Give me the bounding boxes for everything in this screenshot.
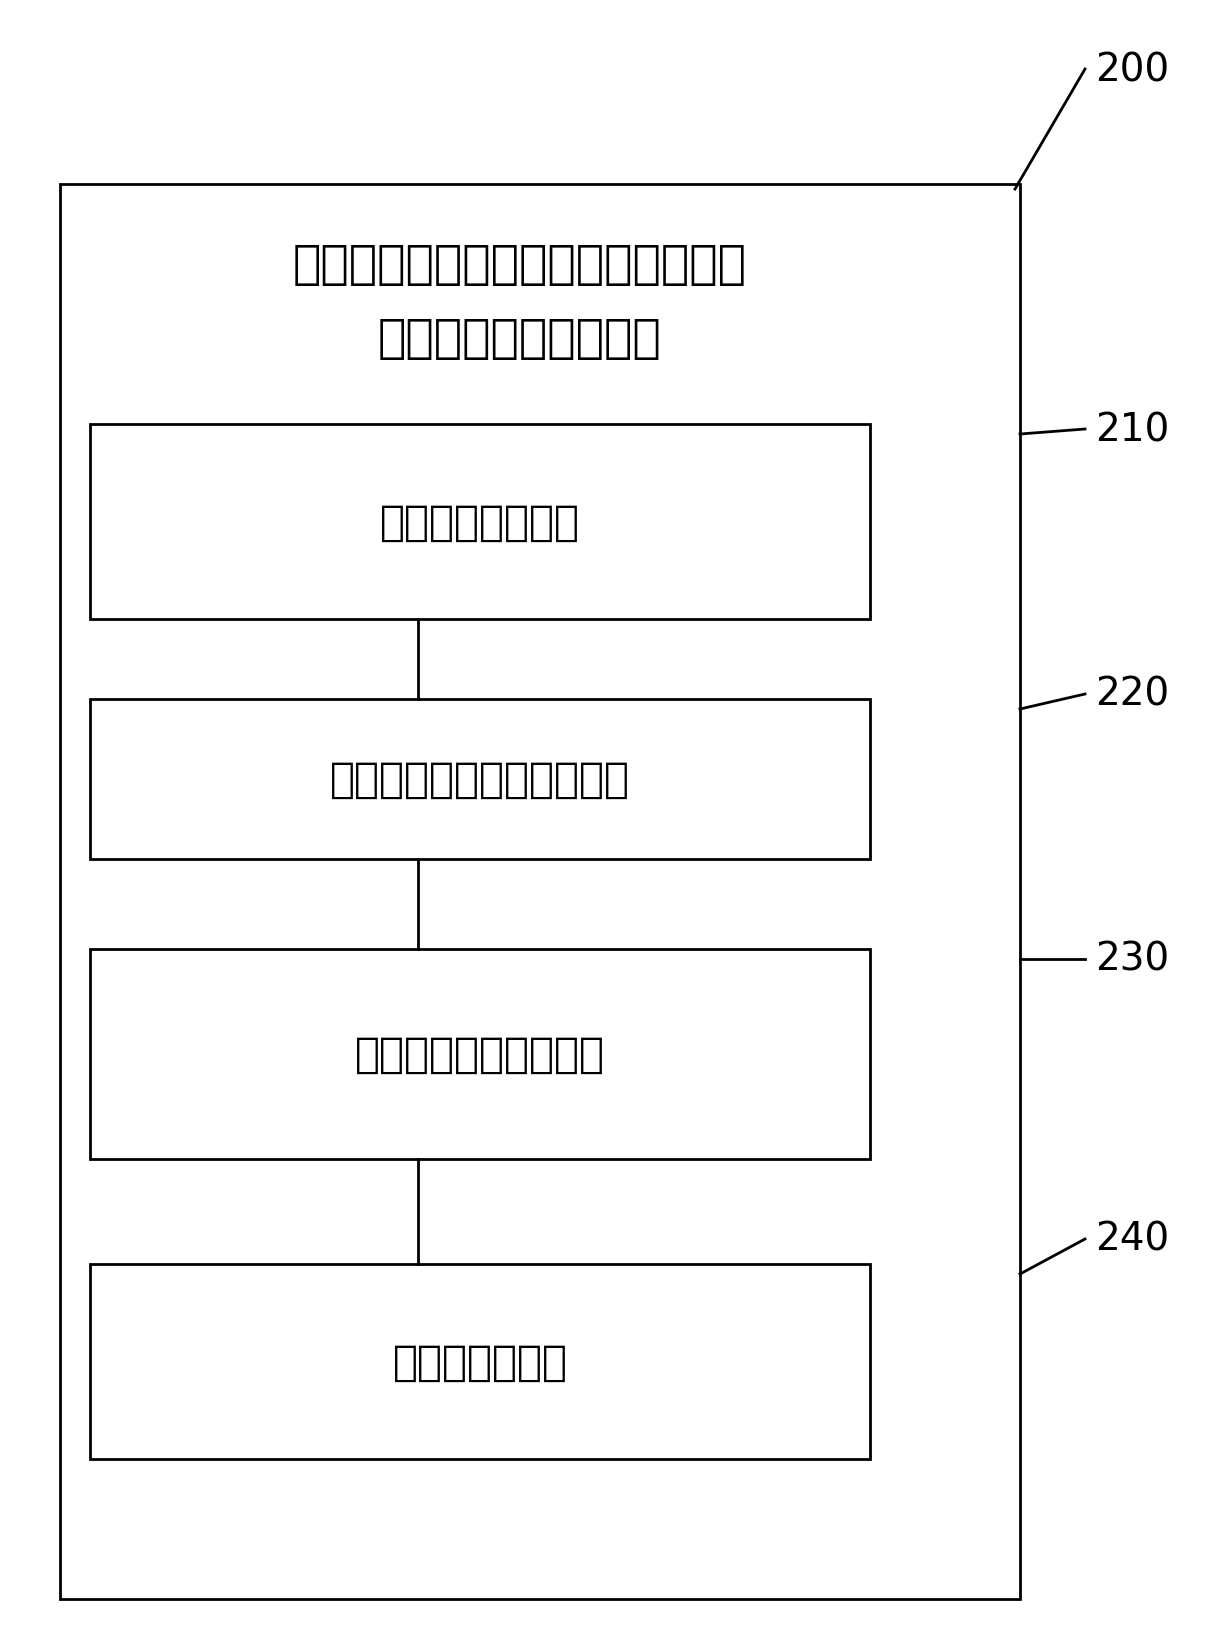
Bar bbox=[91, 425, 870, 620]
Text: 热量人工智能分析装置: 热量人工智能分析装置 bbox=[378, 318, 661, 363]
Text: 210: 210 bbox=[1095, 410, 1170, 448]
Bar bbox=[60, 185, 1020, 1599]
Text: 户内温度采集模块: 户内温度采集模块 bbox=[380, 501, 581, 544]
Text: 200: 200 bbox=[1095, 51, 1170, 89]
Text: 240: 240 bbox=[1095, 1220, 1170, 1257]
Text: 气温影响指数生成模块: 气温影响指数生成模块 bbox=[355, 1033, 605, 1076]
Text: 220: 220 bbox=[1095, 676, 1170, 714]
Text: 换热量调节模块: 换热量调节模块 bbox=[392, 1341, 567, 1383]
Bar bbox=[91, 949, 870, 1159]
Bar bbox=[91, 1264, 870, 1458]
Text: 户内热量损失比例计算模块: 户内热量损失比例计算模块 bbox=[330, 758, 630, 801]
Text: 230: 230 bbox=[1095, 941, 1170, 979]
Bar bbox=[91, 699, 870, 860]
Text: 基于天气和小区热量损耗的换热站换: 基于天气和小区热量损耗的换热站换 bbox=[293, 242, 747, 287]
